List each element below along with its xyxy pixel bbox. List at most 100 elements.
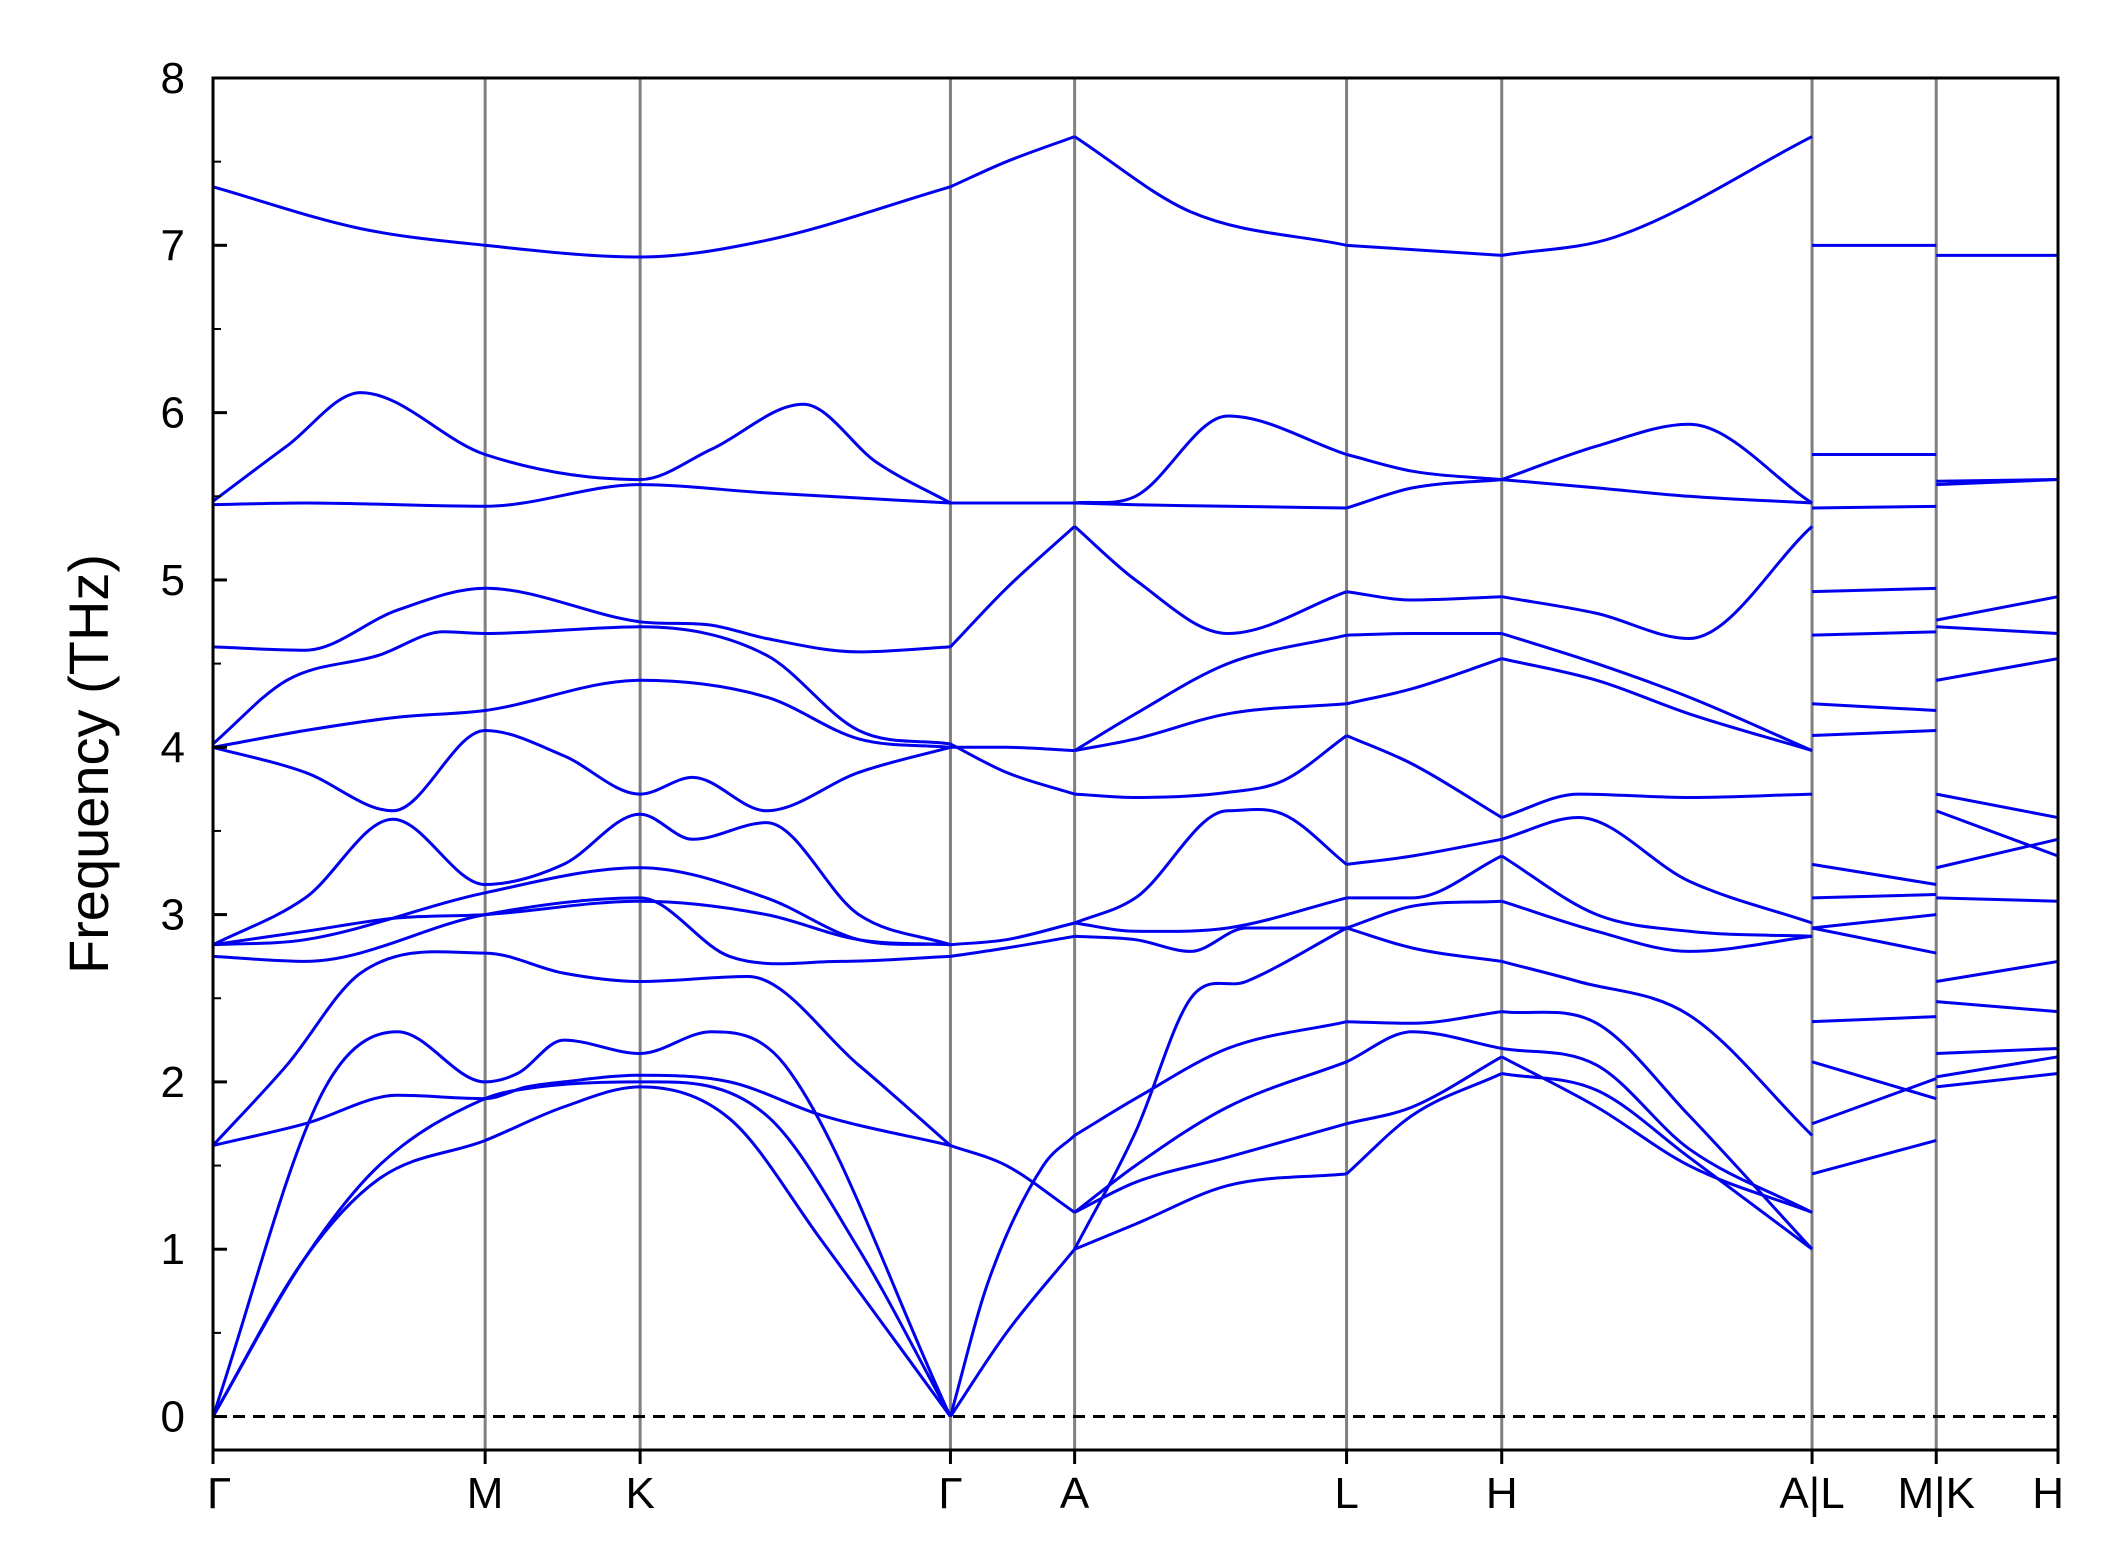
x-axis-ticks: Γ M K Γ A L H A|L M|K H: [207, 1450, 2064, 1518]
phonon-band-line: [1346, 1010, 1502, 1025]
x-tick-label: A: [1060, 1469, 1090, 1518]
phonon-band-line: [1935, 809, 2059, 858]
phonon-band-line: [1811, 729, 1937, 738]
phonon-band-line: [1811, 1139, 1937, 1176]
phonon-band-line: [1811, 926, 1937, 955]
phonon-band-line: [1811, 913, 1937, 930]
phonon-band-line: [1346, 854, 1503, 900]
phonon-band-line: [948, 1134, 1076, 1417]
phonon-band-line: [1346, 1055, 1503, 1126]
phonon-band-line: [1811, 862, 1937, 886]
phonon-band-line: [1501, 816, 1813, 925]
phonon-band-line: [1501, 1072, 1813, 1251]
phonon-band-line: [1345, 1030, 1502, 1064]
y-tick-label: 0: [161, 1393, 185, 1442]
phonon-band-line: [1501, 1055, 1813, 1214]
phonon-band-line: [1501, 792, 1813, 819]
phonon-band-line: [1346, 243, 1502, 257]
phonon-band-line: [1073, 525, 1348, 635]
y-tick-label: 4: [161, 723, 185, 772]
phonon-band-line: [1345, 1072, 1503, 1176]
y-tick-label: 5: [161, 556, 185, 605]
x-tick-label: H: [1486, 1469, 1518, 1518]
phonon-band-line: [1936, 896, 2059, 903]
phonon-band-line: [1501, 422, 1813, 505]
y-tick-label: 2: [161, 1058, 185, 1107]
phonon-band-line: [1073, 1122, 1348, 1214]
phonon-band-line: [212, 678, 951, 749]
x-tick-label: M: [467, 1469, 504, 1518]
phonon-band-line: [1074, 926, 1347, 953]
plot-frame: [211, 76, 2060, 1452]
phonon-band-line: [949, 525, 1076, 648]
phonon-band-line: [1501, 478, 1813, 505]
phonon-band-line: [1936, 625, 2059, 635]
phonon-band-line: [1346, 926, 1502, 963]
phonon-band-line: [1935, 837, 2059, 870]
phonon-band-line: [1501, 525, 1814, 640]
y-tick-label: 7: [161, 221, 185, 270]
phonon-band-line: [212, 899, 951, 947]
phonon-band-line: [211, 1030, 952, 1418]
phonon-band-line: [1346, 453, 1502, 482]
x-tick-label: A|L: [1779, 1469, 1844, 1518]
y-tick-label: 6: [161, 389, 185, 438]
phonon-band-line: [950, 921, 1075, 947]
phonon-band-line: [1935, 792, 2059, 820]
x-tick-label: Γ: [207, 1469, 231, 1518]
y-tick-label: 1: [161, 1225, 185, 1274]
phonon-band-line: [949, 135, 1076, 189]
phonon-band-line: [1073, 633, 1347, 752]
y-axis-title: Frequency (THz): [57, 554, 120, 974]
x-tick-label: Γ: [938, 1469, 962, 1518]
phonon-band-line: [1073, 135, 1347, 247]
phonon-band-line: [1073, 1020, 1347, 1137]
phonon-band-line: [1074, 501, 1347, 510]
phonon-band-line: [1346, 899, 1502, 930]
phonon-band-line: [1936, 478, 2059, 483]
phonon-band-line: [1501, 959, 1814, 1137]
phonon-band-line: [1346, 631, 1502, 637]
phonon-band-line: [950, 745, 1075, 753]
y-tick-label: 3: [161, 891, 185, 940]
phonon-band-line: [1074, 414, 1348, 505]
phonon-band-line: [949, 742, 1076, 796]
phonon-band-line: [1935, 1055, 2059, 1079]
phonon-band-line: [949, 1248, 1076, 1418]
phonon-band-line: [1501, 135, 1813, 257]
phonon-band-line: [212, 483, 951, 508]
phonon-band-line: [1346, 657, 1503, 706]
x-tick-label: M|K: [1898, 1469, 1975, 1518]
phonon-band-line: [1936, 1046, 2059, 1055]
phonon-band-line: [1501, 899, 1813, 953]
y-axis-ticks: 0 1 2 3 4 5 6 7 8: [161, 54, 227, 1442]
phonon-band-line: [1073, 926, 1348, 1250]
x-tick-label: L: [1334, 1469, 1358, 1518]
high-symmetry-lines: [483, 78, 1938, 1450]
phonon-band-line: [1936, 1000, 2059, 1014]
phonon-band-line: [211, 950, 952, 1147]
phonon-band-line: [212, 896, 951, 966]
phonon-band-line: [212, 729, 951, 813]
phonon-band-line: [1346, 478, 1502, 510]
phonon-band-line: [1935, 657, 2059, 682]
phonon-band-line: [1074, 1172, 1347, 1251]
phonon-band-line: [1812, 504, 1937, 510]
phonon-band-line: [1936, 1072, 2059, 1089]
phonon-band-line: [212, 625, 951, 746]
phonon-band-line: [1501, 1010, 1814, 1251]
phonon-band-line: [1811, 1015, 1937, 1024]
phonon-band-line: [1935, 959, 2059, 983]
x-tick-label: K: [625, 1469, 654, 1518]
phonon-band-line: [212, 812, 951, 947]
phonon-band-line: [949, 1144, 1076, 1214]
phonon-band-line: [950, 934, 1075, 958]
phonon-bands: [211, 135, 2059, 1418]
phonon-band-line: [1811, 1060, 1937, 1101]
phonon-band-line: [1811, 702, 1937, 712]
phonon-band-line: [1500, 854, 1813, 938]
phonon-band-line: [1935, 595, 2059, 622]
phonon-band-line: [1074, 896, 1347, 933]
